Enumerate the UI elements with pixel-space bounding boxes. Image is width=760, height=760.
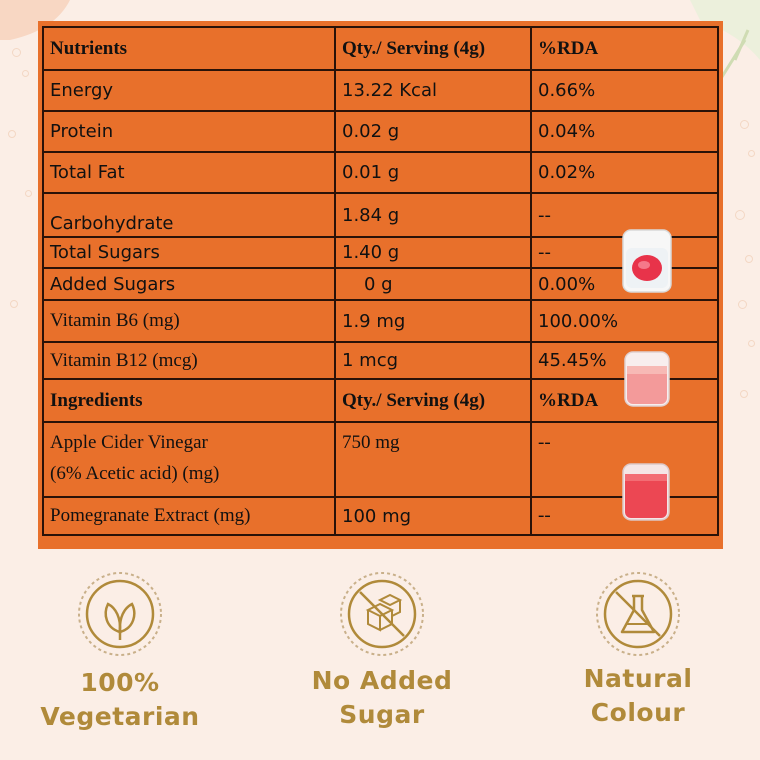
header-qty: Qty./ Serving (4g)	[334, 378, 532, 423]
nutrient-name: Added Sugars	[42, 267, 336, 301]
ingredient-name: Apple Cider Vinegar (6% Acetic acid) (mg…	[42, 421, 336, 498]
table-row: Carbohydrate 1.84 g --	[42, 192, 719, 238]
header-ingredients: Ingredients	[42, 378, 336, 423]
table-row: Total Sugars 1.40 g --	[42, 236, 719, 269]
ingredient-name-line2: (6% Acetic acid) (mg)	[50, 463, 220, 484]
table-row: Total Fat 0.01 g 0.02%	[42, 151, 719, 194]
table-row: Protein 0.02 g 0.04%	[42, 110, 719, 153]
badge-natural-colour: Natural Colour	[548, 570, 728, 750]
glass-with-tablet-image	[622, 229, 672, 293]
header-rda: %RDA	[530, 26, 719, 71]
nutrient-rda: 100.00%	[530, 299, 719, 343]
ingredients-header-row: Ingredients Qty./ Serving (4g) %RDA	[42, 378, 719, 423]
nutrient-name: Vitamin B12 (mcg)	[42, 341, 336, 380]
nutrient-rda: 0.66%	[530, 69, 719, 112]
nutrient-rda: 0.02%	[530, 151, 719, 194]
glass-pink-drink-image	[624, 351, 670, 407]
nutrient-qty: 1.84 g	[334, 192, 532, 238]
glass-red-drink-image	[622, 463, 670, 521]
table-row: Added Sugars 0 g 0.00%	[42, 267, 719, 301]
nutrient-qty: 0 g	[334, 267, 532, 301]
ingredient-name: Pomegranate Extract (mg)	[42, 496, 336, 536]
no-sugar-cube-icon	[340, 572, 424, 656]
badge-label: No Added Sugar	[311, 666, 453, 729]
ingredient-qty: 100 mg	[334, 496, 532, 536]
nutrient-name: Total Fat	[42, 151, 336, 194]
leaf-icon	[78, 572, 162, 656]
table-row: Apple Cider Vinegar (6% Acetic acid) (mg…	[42, 421, 719, 498]
nutrient-qty: 1.40 g	[334, 236, 532, 269]
table-row: Energy 13.22 Kcal 0.66%	[42, 69, 719, 112]
nutrient-qty: 0.01 g	[334, 151, 532, 194]
nutrient-rda: 0.04%	[530, 110, 719, 153]
nutrient-name: Total Sugars	[42, 236, 336, 269]
nutrition-table: Nutrients Qty./ Serving (4g) %RDA Energy…	[42, 26, 719, 536]
nutrient-name: Carbohydrate	[42, 192, 336, 238]
header-qty: Qty./ Serving (4g)	[334, 26, 532, 71]
nutrition-panel: Nutrients Qty./ Serving (4g) %RDA Energy…	[38, 21, 723, 549]
ingredient-name-line1: Apple Cider Vinegar	[50, 432, 208, 453]
nutrient-name: Energy	[42, 69, 336, 112]
header-nutrients: Nutrients	[42, 26, 336, 71]
badge-label: Natural Colour	[583, 664, 693, 727]
nutrients-header-row: Nutrients Qty./ Serving (4g) %RDA	[42, 26, 719, 71]
nutrient-name: Vitamin B6 (mg)	[42, 299, 336, 343]
nutrient-qty: 0.02 g	[334, 110, 532, 153]
table-row: Vitamin B12 (mcg) 1 mcg 45.45%	[42, 341, 719, 380]
nutrient-qty: 1.9 mg	[334, 299, 532, 343]
nutrient-qty: 13.22 Kcal	[334, 69, 532, 112]
table-row: Pomegranate Extract (mg) 100 mg --	[42, 496, 719, 536]
badge-vegetarian: 100% Vegetarian	[30, 570, 210, 750]
ingredient-qty: 750 mg	[334, 421, 532, 498]
badge-no-added-sugar: No Added Sugar	[292, 570, 472, 750]
no-flask-icon	[596, 572, 680, 656]
nutrient-name: Protein	[42, 110, 336, 153]
nutrient-qty: 1 mcg	[334, 341, 532, 380]
table-row: Vitamin B6 (mg) 1.9 mg 100.00%	[42, 299, 719, 343]
badge-label: 100% Vegetarian	[40, 668, 200, 731]
